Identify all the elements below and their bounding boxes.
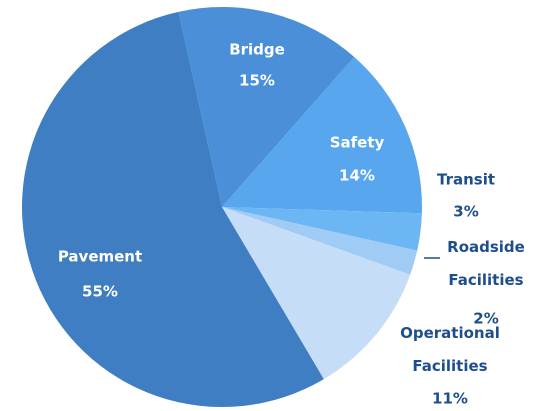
slice-label: Pavement [58,248,142,266]
slice-label: Operational Facilities [400,324,500,375]
value-label: 14% [339,167,375,185]
value-label: 11% [432,390,468,408]
slice [222,207,418,275]
value-label: 15% [239,72,275,90]
value-label: 2% [473,310,498,328]
slice-label: Bridge [229,41,285,59]
value-label: 55% [82,283,118,301]
slice [178,7,355,208]
slice-label: Safety [330,134,385,152]
value-label: 3% [453,203,478,221]
slice [21,11,324,407]
slice-label: Roadside Facilities [447,238,525,289]
slice [222,207,411,380]
slice [222,56,422,214]
slice [222,207,422,251]
label-line: Facilities [448,271,523,289]
label-line: Facilities [412,357,487,375]
label-line: Roadside [447,238,525,256]
label-line: Operational [400,324,500,342]
slice-label: Transit [437,171,495,189]
slices [21,7,422,407]
